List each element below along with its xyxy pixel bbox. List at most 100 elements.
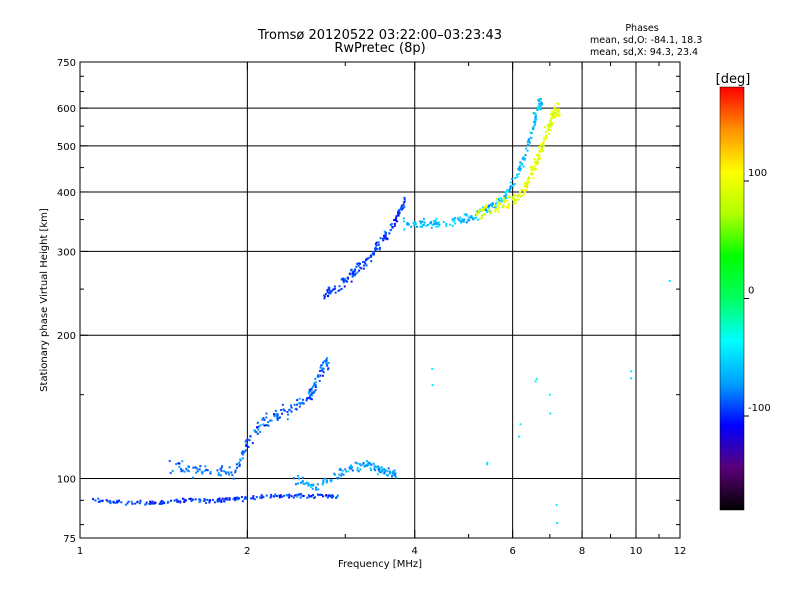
data-point [499, 197, 502, 200]
data-point [437, 221, 440, 224]
data-point [513, 193, 516, 196]
data-point [403, 198, 406, 201]
data-point [359, 262, 362, 265]
data-point [190, 500, 193, 503]
y-axis-label: Stationary phase Virtual Height [km] [39, 208, 50, 392]
data-point [513, 183, 516, 186]
data-point [366, 257, 369, 260]
data-point [249, 435, 252, 438]
data-point [422, 223, 425, 226]
data-point [521, 157, 524, 160]
data-point [317, 493, 320, 496]
data-point [331, 494, 334, 497]
data-point [262, 417, 265, 420]
data-point [273, 495, 276, 498]
y-tick-label: 500 [57, 142, 76, 153]
data-point [228, 497, 231, 500]
data-point [321, 374, 324, 377]
data-point [306, 496, 309, 499]
data-point [127, 500, 130, 503]
data-point [367, 463, 370, 466]
data-point [421, 220, 424, 223]
data-point [370, 469, 373, 472]
data-point [529, 131, 532, 134]
data-point [518, 435, 521, 438]
data-point [385, 231, 388, 234]
data-point [527, 138, 530, 141]
data-point [539, 104, 542, 107]
data-point [253, 498, 256, 501]
data-point [183, 470, 186, 473]
data-point [338, 289, 341, 292]
data-point [536, 161, 539, 164]
data-point [630, 377, 633, 380]
data-point [244, 497, 247, 500]
data-point [346, 280, 349, 283]
data-point [382, 234, 385, 237]
data-point [457, 218, 460, 221]
data-point [159, 501, 162, 504]
data-point [308, 495, 311, 498]
data-point [347, 470, 350, 473]
data-point [315, 486, 318, 489]
data-point [454, 222, 457, 225]
data-point [490, 210, 493, 213]
data-point [512, 196, 515, 199]
data-point [322, 371, 325, 374]
data-point [479, 210, 482, 213]
data-point [539, 98, 542, 101]
data-point [203, 498, 206, 501]
data-point [248, 439, 251, 442]
data-point [463, 218, 466, 221]
data-point [356, 271, 359, 274]
data-point [525, 185, 528, 188]
data-point [364, 262, 367, 265]
data-point [500, 198, 503, 201]
data-point [552, 113, 555, 116]
data-point [491, 204, 494, 207]
data-point [352, 271, 355, 274]
data-point [371, 252, 374, 255]
data-point [198, 498, 201, 501]
data-point [383, 470, 386, 473]
data-point [376, 473, 379, 476]
data-point [393, 218, 396, 221]
data-point [320, 364, 323, 367]
x-tick-label: 1 [77, 546, 83, 557]
data-point [148, 503, 151, 506]
data-point [175, 498, 178, 501]
colorbar-ticks: 100 0 -100 [744, 168, 771, 417]
data-point [402, 207, 405, 210]
data-point [195, 471, 198, 474]
data-point [343, 280, 346, 283]
data-point [383, 472, 386, 475]
chart-title: Tromsø 20120522 03:22:00–03:23:43 [257, 28, 502, 43]
x-tick-label: 8 [579, 546, 585, 557]
data-point [263, 424, 266, 427]
data-point [228, 498, 231, 501]
data-point [475, 211, 478, 214]
data-point [241, 457, 244, 460]
data-point [317, 375, 320, 378]
data-point [199, 499, 202, 502]
data-point [477, 210, 480, 213]
data-point [184, 499, 187, 502]
data-point [244, 449, 247, 452]
x-axis-ticks: 1 2 4 6 8 10 12 [77, 62, 686, 557]
data-point [305, 399, 308, 402]
data-point [265, 416, 268, 419]
data-point [395, 476, 398, 479]
data-point [333, 472, 336, 475]
data-point [522, 156, 525, 159]
data-point [285, 493, 288, 496]
data-point [219, 468, 222, 471]
data-point [372, 253, 375, 256]
data-point [400, 204, 403, 207]
data-point [255, 431, 258, 434]
data-point [534, 121, 537, 124]
data-point [302, 402, 305, 405]
data-point [487, 206, 490, 209]
data-point [378, 466, 381, 469]
data-point [293, 403, 296, 406]
data-point [312, 493, 315, 496]
